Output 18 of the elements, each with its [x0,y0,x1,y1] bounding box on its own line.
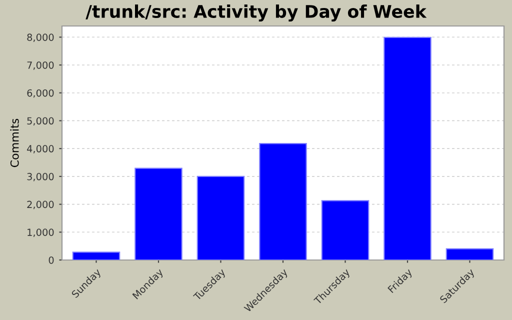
y-tick-label: 4,000 [27,145,54,154]
y-tick-label: 0 [48,256,54,264]
bar [259,143,307,260]
bar [321,200,370,260]
y-tick-label: 7,000 [27,61,54,70]
bar [196,176,245,260]
y-axis-title: Commits [10,118,19,168]
bar [446,248,494,260]
y-tick-label: 5,000 [27,117,54,126]
y-tick-label: 6,000 [27,89,54,98]
bar [72,252,120,260]
y-tick-label: 1,000 [28,228,54,237]
y-tick-label: 3,000 [27,172,54,182]
y-tick-label: 2,000 [27,200,54,210]
bar [134,168,182,260]
bar [384,36,432,260]
chart-title: /trunk/src: Activity by Day of Week [86,4,427,22]
y-tick-label: 8,000 [27,34,54,42]
